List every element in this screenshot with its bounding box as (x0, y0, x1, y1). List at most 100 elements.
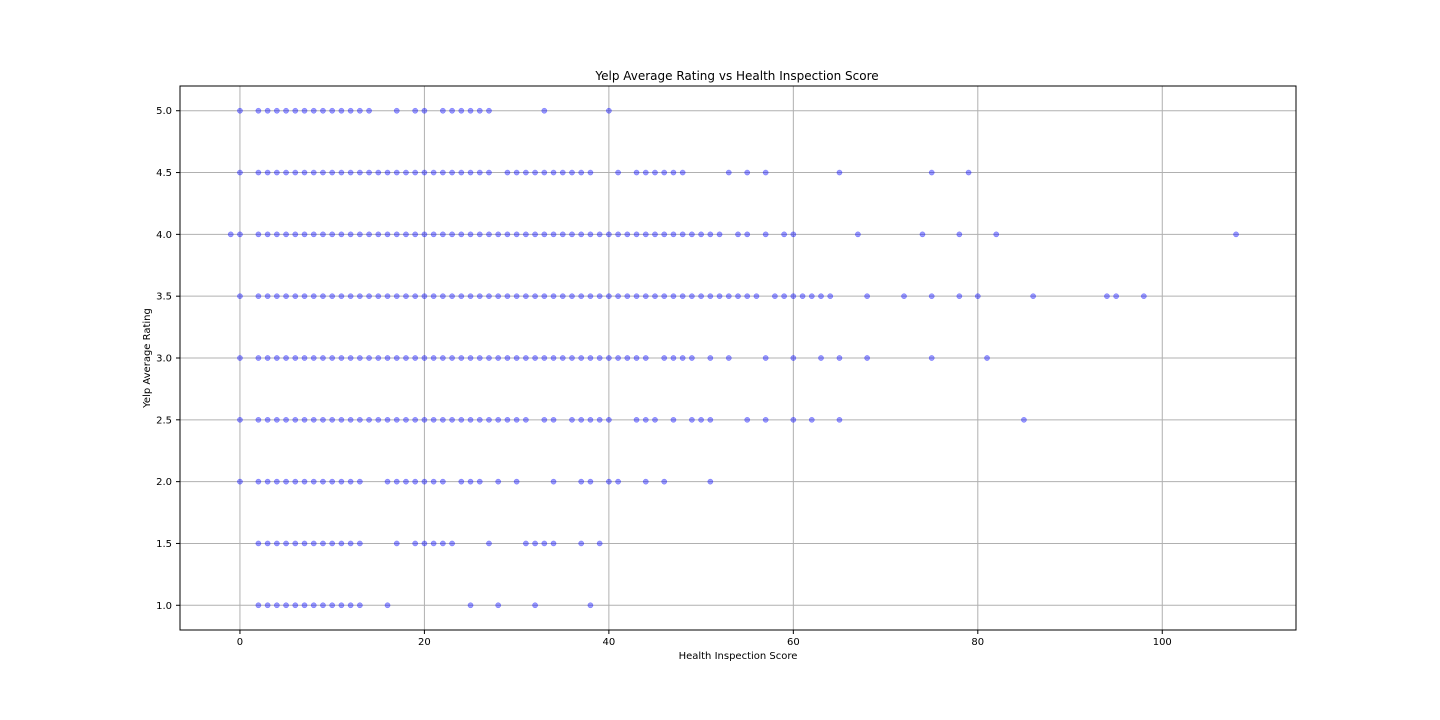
data-point (596, 540, 603, 547)
data-point (393, 540, 400, 547)
data-point (255, 602, 262, 609)
data-point (430, 169, 437, 176)
data-point (310, 602, 317, 609)
y-tick-label: 1.5 (156, 539, 172, 550)
data-point (670, 416, 677, 423)
data-point (559, 231, 566, 238)
data-point (606, 355, 612, 361)
data-point (440, 416, 446, 423)
data-point (227, 231, 234, 238)
data-point (467, 293, 474, 300)
data-point (735, 231, 741, 238)
data-point (403, 293, 409, 300)
data-point (273, 107, 280, 114)
data-point (569, 169, 575, 176)
data-point (338, 107, 345, 114)
data-point (440, 540, 446, 547)
data-point (642, 478, 649, 485)
data-point (440, 293, 446, 300)
data-point (679, 355, 686, 361)
data-point (264, 107, 271, 114)
data-point (273, 231, 280, 238)
data-point (320, 355, 326, 361)
data-point (596, 231, 603, 238)
data-point (283, 107, 289, 114)
data-point (652, 169, 658, 176)
data-point (458, 416, 465, 423)
data-point (283, 478, 289, 485)
data-point (283, 416, 289, 423)
data-point (301, 107, 308, 114)
data-point (652, 231, 658, 238)
data-point (393, 169, 400, 176)
data-point (393, 355, 400, 361)
data-point (403, 169, 409, 176)
data-point (320, 540, 326, 547)
data-point (320, 602, 326, 609)
data-point (292, 107, 299, 114)
data-point (338, 540, 345, 547)
data-point (273, 602, 280, 609)
data-point (292, 231, 299, 238)
data-point (292, 602, 299, 609)
data-point (338, 478, 345, 485)
data-point (273, 293, 280, 300)
data-point (329, 540, 336, 547)
data-point (633, 231, 640, 238)
data-point (264, 478, 271, 485)
data-point (421, 355, 428, 361)
data-point (928, 293, 935, 300)
data-point (587, 169, 594, 176)
data-point (338, 602, 345, 609)
data-point (559, 169, 566, 176)
y-tick-label: 2.5 (156, 415, 172, 426)
data-point (698, 231, 704, 238)
data-point (393, 231, 400, 238)
data-point (357, 416, 363, 423)
data-point (338, 231, 345, 238)
data-point (965, 169, 972, 176)
data-point (495, 478, 502, 485)
data-point (495, 293, 502, 300)
data-point (799, 293, 806, 300)
data-point (347, 602, 354, 609)
data-point (255, 478, 262, 485)
data-point (237, 231, 243, 238)
data-point (430, 478, 437, 485)
data-point (384, 416, 391, 423)
data-point (467, 231, 474, 238)
data-point (661, 355, 668, 361)
data-point (283, 355, 289, 361)
data-point (421, 169, 428, 176)
data-point (264, 540, 271, 547)
data-point (495, 231, 502, 238)
data-point (550, 540, 557, 547)
data-point (1140, 293, 1147, 300)
data-point (606, 231, 612, 238)
data-point (366, 169, 372, 176)
data-point (458, 107, 465, 114)
data-point (495, 602, 502, 609)
data-point (652, 416, 658, 423)
data-point (366, 355, 372, 361)
data-point (513, 169, 520, 176)
data-point (357, 231, 363, 238)
data-point (292, 355, 299, 361)
data-point (283, 602, 289, 609)
data-point (384, 293, 391, 300)
y-tick-label: 3.5 (156, 292, 172, 303)
data-point (532, 169, 538, 176)
data-point (476, 231, 483, 238)
data-point (338, 416, 345, 423)
data-point (421, 231, 428, 238)
data-point (430, 293, 437, 300)
data-point (707, 231, 714, 238)
data-point (264, 602, 271, 609)
data-point (430, 540, 437, 547)
data-point (237, 355, 243, 361)
data-point (329, 169, 336, 176)
data-point (1113, 293, 1119, 300)
data-point (393, 293, 400, 300)
data-point (606, 107, 612, 114)
